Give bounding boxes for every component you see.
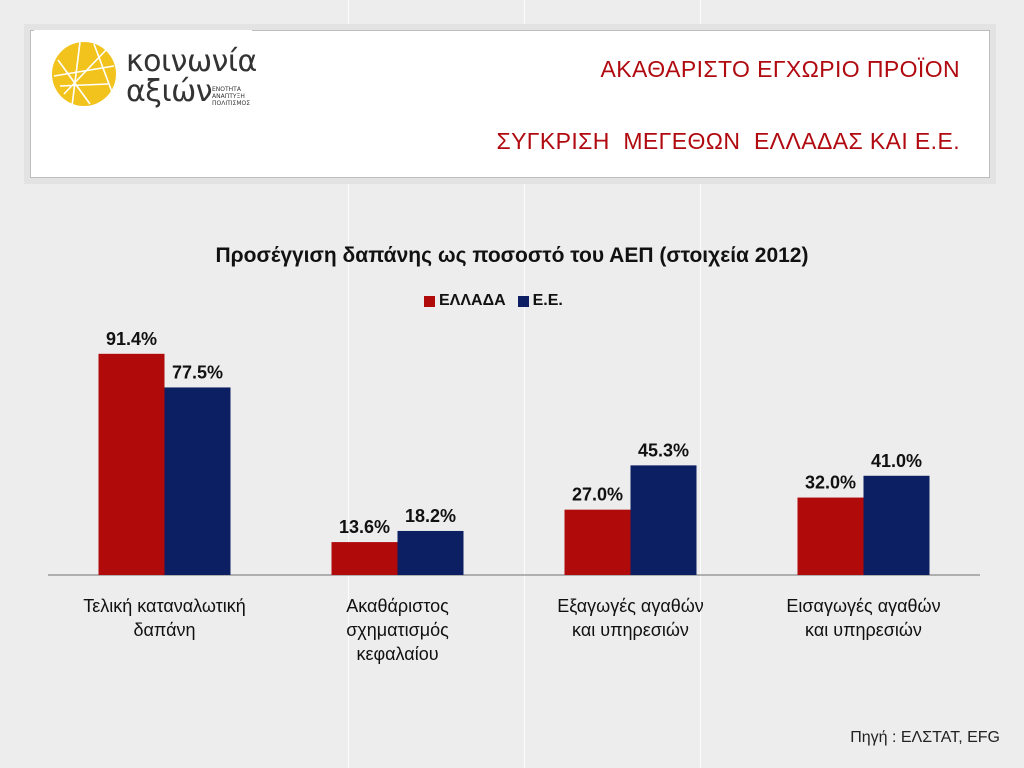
legend-item-greece: ΕΛΛΑΔΑ — [424, 292, 506, 310]
category-label-3: Εισαγωγές αγαθών και υπηρεσιών — [786, 596, 941, 640]
bar-eu-1 — [397, 530, 464, 575]
legend-label-greece: ΕΛΛΑΔΑ — [439, 292, 506, 309]
bar-eu-3 — [863, 475, 930, 575]
data-label-eu-3: 41.0% — [871, 451, 922, 471]
data-label-greece-3: 32.0% — [805, 473, 856, 493]
source-note: Πηγή : ΕΛΣΤΑΤ, EFG — [850, 729, 1000, 746]
logo: κοινωνία αξιών ΕΝΟΤΗΤΑ ΑΝΑΠΤΥΞΗ ΠΟΛΙΤΙΣΜ… — [34, 30, 257, 116]
chart-legend: ΕΛΛΑΔΑ Ε.Ε. — [424, 292, 575, 310]
legend-item-eu: Ε.Ε. — [517, 292, 563, 310]
bar-greece-2 — [564, 509, 631, 575]
legend-swatch-eu — [517, 295, 529, 307]
bar-eu-2 — [630, 465, 697, 575]
logo-tagline: ΕΝΟΤΗΤΑ ΑΝΑΠΤΥΞΗ ΠΟΛΙΤΙΣΜΟΣ — [212, 86, 251, 107]
logo-word-1: κοινωνία — [126, 44, 257, 79]
bar-greece-0 — [98, 353, 165, 575]
data-label-eu-0: 77.5% — [172, 362, 223, 382]
data-label-greece-1: 13.6% — [339, 517, 390, 537]
logo-word-2: αξιών — [126, 74, 213, 109]
data-label-greece-2: 27.0% — [572, 485, 623, 505]
data-label-greece-0: 91.4% — [106, 329, 157, 349]
category-label-1: Ακαθάριστος σχηματισμός κεφαλαίου — [346, 596, 449, 664]
category-label-2: Εξαγωγές αγαθών και υπηρεσιών — [557, 596, 704, 640]
bar-greece-1 — [331, 542, 398, 575]
yellow-network-circle-icon — [52, 41, 116, 107]
legend-swatch-greece — [424, 295, 435, 307]
slide-title: ΑΚΑΘΑΡΙΣΤΟ ΕΓΧΩΡΙΟ ΠΡΟΪΟΝ — [600, 56, 960, 82]
category-label-0: Τελική καταναλωτική δαπάνη — [83, 596, 246, 640]
legend-label-eu: Ε.Ε. — [532, 292, 563, 309]
bar-eu-0 — [164, 387, 231, 575]
data-label-eu-2: 45.3% — [638, 440, 689, 460]
chart-title: Προσέγγιση δαπάνης ως ποσοστό του ΑΕΠ (σ… — [215, 244, 809, 267]
data-label-eu-1: 18.2% — [405, 506, 456, 526]
bar-greece-3 — [797, 497, 864, 575]
slide-subtitle: ΣΥΓΚΡΙΣΗ ΜΕΓΕΘΩΝ ΕΛΛΑΔΑΣ ΚΑΙ Ε.Ε. — [496, 128, 960, 154]
